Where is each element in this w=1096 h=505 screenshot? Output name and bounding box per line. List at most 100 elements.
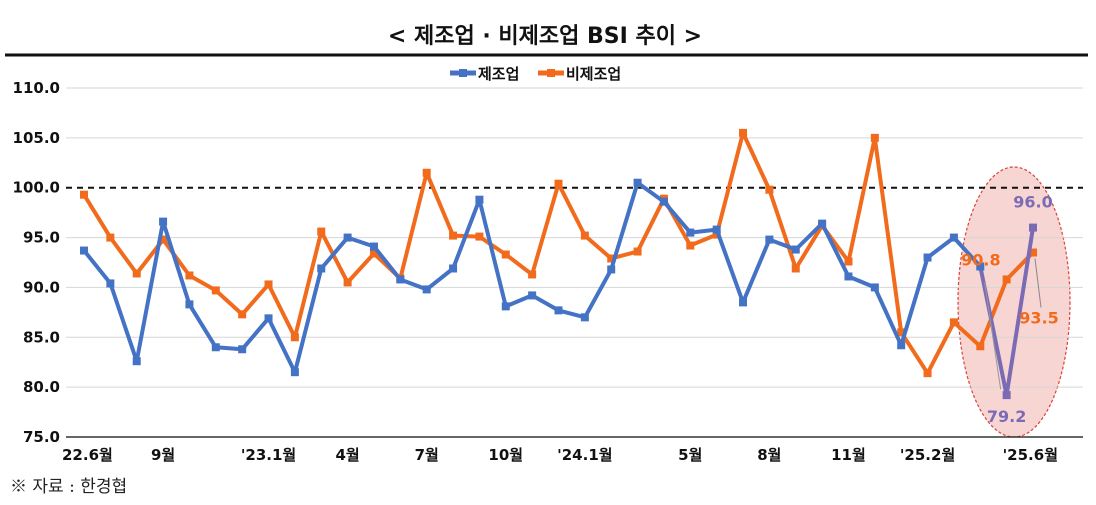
x-axis-ticks: 22.6월 9월 '23.1월 4월 7월 10월 '24.1월 5월 8월 11월 '25.2월 '… bbox=[62, 446, 1058, 464]
non-manufacturing-point bbox=[422, 168, 431, 177]
manufacturing-point bbox=[80, 246, 88, 255]
non-manufacturing-point bbox=[607, 254, 616, 263]
non-manufacturing-point bbox=[686, 241, 695, 250]
manufacturing-point bbox=[580, 313, 589, 322]
manufacturing-point bbox=[712, 225, 721, 234]
manufacturing-point bbox=[791, 245, 800, 254]
manufacturing-point bbox=[897, 341, 906, 350]
label-leader-line bbox=[1034, 258, 1042, 308]
x-tick-label: 22.6월 bbox=[62, 446, 113, 464]
non-manufacturing-data-label: 90.8 bbox=[961, 250, 1000, 269]
y-tick-label: 90.0 bbox=[23, 278, 60, 296]
manufacturing-point bbox=[659, 197, 668, 206]
manufacturing-point bbox=[633, 178, 642, 187]
chart-title: < 제조업 · 비제조업 BSI 추이 > bbox=[388, 24, 702, 49]
non-manufacturing-point bbox=[211, 286, 220, 295]
non-manufacturing-point bbox=[159, 235, 168, 244]
manufacturing-point bbox=[607, 265, 616, 274]
manufacturing-point bbox=[686, 228, 695, 237]
non-manufacturing-point bbox=[501, 250, 510, 259]
y-tick-label: 110.0 bbox=[13, 79, 60, 97]
manufacturing-point bbox=[290, 368, 299, 377]
manufacturing-point bbox=[159, 217, 168, 226]
manufacturing-data-label: 96.0 bbox=[1013, 193, 1052, 212]
non-manufacturing-point bbox=[554, 179, 563, 188]
non-manufacturing-point bbox=[449, 231, 458, 240]
non-manufacturing-point bbox=[475, 232, 484, 241]
manufacturing-point bbox=[1029, 223, 1037, 232]
manufacturing-point bbox=[449, 264, 458, 273]
non-manufacturing-data-label: 93.5 bbox=[1019, 309, 1058, 328]
non-manufacturing-point bbox=[844, 257, 853, 266]
y-tick-label: 105.0 bbox=[13, 129, 60, 147]
non-manufacturing-point bbox=[897, 328, 906, 337]
manufacturing-point bbox=[844, 272, 853, 281]
y-axis-ticks: 110.0 105.0 100.0 95.0 90.0 85.0 80.0 75.0 bbox=[13, 79, 60, 446]
non-manufacturing-point bbox=[633, 247, 642, 256]
manufacturing-data-label: 79.2 bbox=[987, 407, 1026, 426]
data-labels: 79.2 96.0 90.8 93.5 bbox=[961, 193, 1059, 427]
legend: 제조업 비제조업 bbox=[450, 65, 621, 83]
non-manufacturing-point bbox=[949, 318, 958, 327]
x-tick-label: '23.1월 bbox=[241, 446, 296, 464]
non-manufacturing-point bbox=[106, 233, 115, 242]
manufacturing-point bbox=[264, 314, 273, 323]
y-tick-label: 85.0 bbox=[23, 328, 60, 346]
manufacturing-point bbox=[106, 279, 115, 288]
non-manufacturing-point bbox=[343, 278, 352, 287]
manufacturing-point bbox=[369, 242, 378, 251]
y-tick-label: 75.0 bbox=[23, 428, 60, 446]
legend-label-non-manufacturing: 비제조업 bbox=[566, 65, 621, 83]
non-manufacturing-point bbox=[290, 333, 299, 342]
y-tick-label: 80.0 bbox=[23, 378, 60, 396]
x-tick-label: 9월 bbox=[151, 446, 175, 464]
non-manufacturing-point bbox=[264, 280, 273, 289]
x-tick-label: 5월 bbox=[678, 446, 702, 464]
non-manufacturing-point bbox=[765, 185, 774, 194]
non-manufacturing-point bbox=[580, 231, 589, 240]
manufacturing-point bbox=[396, 275, 405, 284]
manufacturing-point bbox=[923, 253, 932, 262]
source-note: ※ 자료 : 한경협 bbox=[10, 477, 127, 497]
manufacturing-point bbox=[949, 233, 958, 242]
non-manufacturing-point bbox=[791, 264, 800, 273]
non-manufacturing-point bbox=[317, 227, 326, 236]
legend-marker-manufacturing bbox=[459, 69, 467, 77]
manufacturing-point bbox=[528, 291, 537, 300]
non-manufacturing-point bbox=[132, 269, 141, 278]
label-leader-line bbox=[984, 282, 1002, 390]
non-manufacturing-point bbox=[976, 342, 985, 351]
manufacturing-point bbox=[422, 285, 431, 294]
non-manufacturing-point bbox=[528, 270, 537, 279]
x-tick-label: '24.1월 bbox=[557, 446, 612, 464]
manufacturing-point bbox=[870, 283, 879, 292]
non-manufacturing-point bbox=[870, 133, 879, 142]
manufacturing-point bbox=[211, 343, 220, 352]
manufacturing-point bbox=[475, 195, 484, 204]
legend-marker-non-manufacturing bbox=[547, 69, 555, 77]
manufacturing-point bbox=[501, 302, 510, 311]
non-manufacturing-point bbox=[1002, 275, 1011, 284]
legend-label-manufacturing: 제조업 bbox=[478, 65, 519, 83]
manufacturing-point bbox=[238, 345, 247, 354]
manufacturing-point bbox=[317, 264, 326, 273]
manufacturing-point bbox=[185, 300, 194, 309]
manufacturing-point bbox=[818, 219, 827, 228]
gridlines bbox=[66, 87, 1083, 438]
series bbox=[80, 128, 1037, 400]
x-tick-label: 4월 bbox=[335, 446, 359, 464]
x-tick-label: '25.2월 bbox=[900, 446, 955, 464]
y-tick-label: 95.0 bbox=[23, 229, 60, 247]
manufacturing-point bbox=[1002, 391, 1011, 400]
non-manufacturing-point bbox=[739, 128, 748, 137]
non-manufacturing-point bbox=[80, 190, 88, 199]
x-tick-label: 10월 bbox=[488, 446, 523, 464]
manufacturing-point bbox=[976, 262, 985, 271]
manufacturing-point bbox=[739, 298, 748, 307]
non-manufacturing-point bbox=[369, 249, 378, 258]
x-tick-label: 8월 bbox=[757, 446, 781, 464]
manufacturing-point bbox=[132, 357, 141, 366]
non-manufacturing-point bbox=[1029, 248, 1037, 257]
manufacturing-point bbox=[554, 306, 563, 315]
